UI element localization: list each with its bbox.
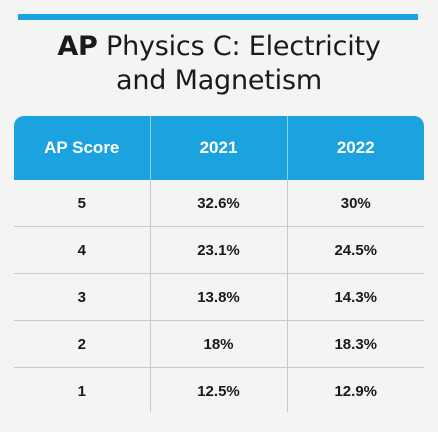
- percent-cell: 24.5%: [286, 226, 424, 274]
- percent-cell: 18%: [149, 320, 287, 368]
- table-row: 5 32.6% 30%: [14, 180, 424, 227]
- score-cell: 1: [14, 367, 150, 412]
- percent-cell: 12.5%: [149, 367, 287, 412]
- table-row: 3 13.8% 14.3%: [14, 273, 424, 321]
- percent-cell: 18.3%: [286, 320, 424, 368]
- percent-cell: 12.9%: [286, 367, 424, 412]
- title-line-1: AP Physics C: Electricity: [0, 30, 438, 64]
- score-table: AP Score 2021 2022 5 32.6% 30% 4 23.1% 24.5% 3…: [14, 116, 424, 412]
- accent-bar: [18, 14, 418, 20]
- title-line-2: and Magnetism: [116, 65, 322, 96]
- table-body: 5 32.6% 30% 4 23.1% 24.5% 3 13.8% 14.3% 2 18% 18.3%…: [14, 180, 424, 412]
- chart-title: AP Physics C: Electricity and Magnetism: [0, 30, 438, 98]
- percent-cell: 14.3%: [286, 273, 424, 321]
- header-row: AP Score 2021 2022: [14, 116, 424, 180]
- percent-cell: 13.8%: [149, 273, 287, 321]
- score-cell: 5: [77, 194, 86, 212]
- percent-cell: 30%: [286, 180, 424, 227]
- header-cell: 2021: [149, 116, 287, 180]
- title-ap: AP: [57, 31, 98, 62]
- title-subject: Physics C: Electricity: [97, 31, 381, 62]
- percent-cell: 32.6%: [149, 180, 287, 227]
- header-cell: AP Score: [14, 116, 150, 180]
- table-row: 1 12.5% 12.9%: [14, 367, 424, 412]
- score-cell: 2: [14, 320, 150, 368]
- score-cell: 4: [14, 226, 150, 274]
- score-cell: 3: [14, 273, 150, 321]
- score-table-container: AP Score 2021 2022 5 32.6% 30% 4 23.1% 24.5% 3…: [14, 116, 424, 412]
- percent-cell: 23.1%: [149, 226, 287, 274]
- table-row: 2 18% 18.3%: [14, 320, 424, 368]
- header-cell: 2022: [286, 116, 424, 180]
- table-row: 4 23.1% 24.5%: [14, 226, 424, 274]
